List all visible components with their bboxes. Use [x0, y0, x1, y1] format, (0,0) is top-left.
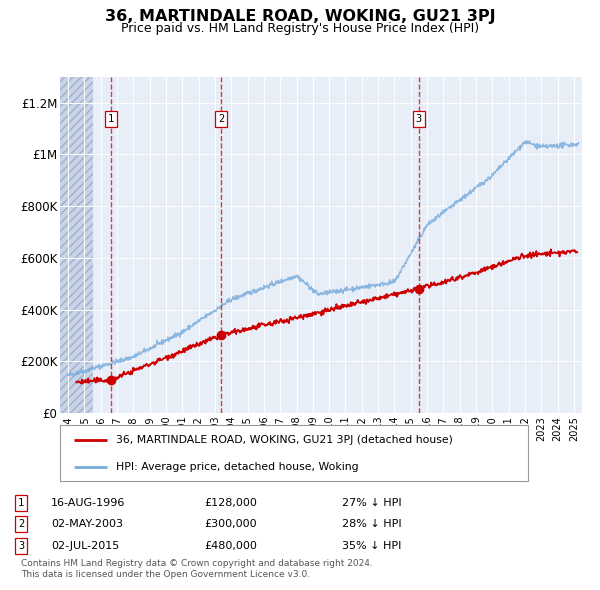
Text: 1: 1: [18, 498, 24, 507]
Text: 36, MARTINDALE ROAD, WOKING, GU21 3PJ (detached house): 36, MARTINDALE ROAD, WOKING, GU21 3PJ (d…: [116, 435, 453, 445]
Text: 2: 2: [218, 114, 224, 124]
FancyBboxPatch shape: [60, 425, 528, 481]
Text: 3: 3: [18, 541, 24, 550]
Text: 16-AUG-1996: 16-AUG-1996: [51, 498, 125, 507]
Text: 36, MARTINDALE ROAD, WOKING, GU21 3PJ: 36, MARTINDALE ROAD, WOKING, GU21 3PJ: [104, 9, 496, 24]
Text: £480,000: £480,000: [204, 541, 257, 550]
Text: 02-JUL-2015: 02-JUL-2015: [51, 541, 119, 550]
Text: 2: 2: [18, 519, 24, 529]
Bar: [60, 77, 92, 413]
Text: Contains HM Land Registry data © Crown copyright and database right 2024.: Contains HM Land Registry data © Crown c…: [21, 559, 373, 568]
Text: £128,000: £128,000: [204, 498, 257, 507]
Text: Price paid vs. HM Land Registry's House Price Index (HPI): Price paid vs. HM Land Registry's House …: [121, 22, 479, 35]
Text: 35% ↓ HPI: 35% ↓ HPI: [342, 541, 401, 550]
Text: 3: 3: [416, 114, 422, 124]
Text: 02-MAY-2003: 02-MAY-2003: [51, 519, 123, 529]
Text: This data is licensed under the Open Government Licence v3.0.: This data is licensed under the Open Gov…: [21, 571, 310, 579]
Text: 1: 1: [108, 114, 114, 124]
Text: £300,000: £300,000: [204, 519, 257, 529]
Text: 27% ↓ HPI: 27% ↓ HPI: [342, 498, 401, 507]
Text: 28% ↓ HPI: 28% ↓ HPI: [342, 519, 401, 529]
Text: HPI: Average price, detached house, Woking: HPI: Average price, detached house, Woki…: [116, 462, 359, 472]
